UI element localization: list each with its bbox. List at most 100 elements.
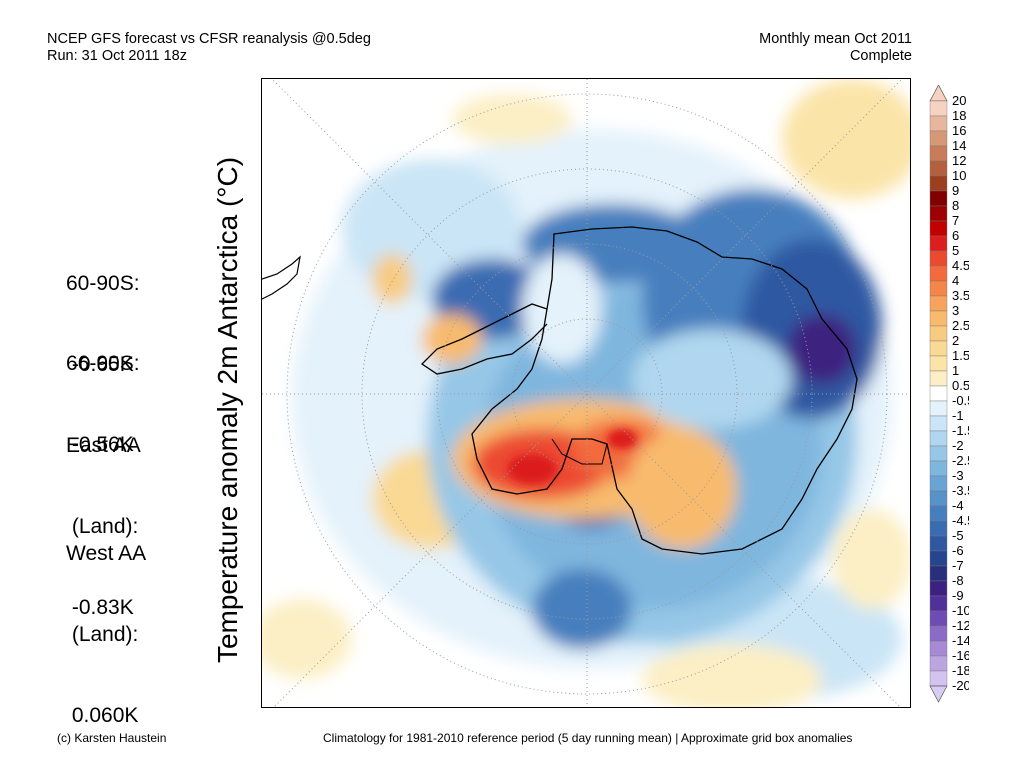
colorbar-swatch — [929, 475, 948, 492]
colorbar-tick-label: 2.5 — [952, 318, 969, 333]
colorbar-tick-label: -2.5 — [952, 453, 969, 468]
colorbar-swatch — [929, 325, 948, 342]
map-svg — [262, 79, 910, 707]
run-time: Run: 31 Oct 2011 18z — [47, 48, 187, 64]
colorbar-swatch — [929, 505, 948, 522]
colorbar-swatch — [929, 610, 948, 627]
colorbar-swatch — [929, 460, 948, 477]
colorbar-swatch — [929, 235, 948, 252]
colorbar-swatch — [929, 280, 948, 297]
colorbar-tick-label: 2 — [952, 333, 959, 348]
ross-ice-shelf-coastline — [551, 438, 608, 465]
colorbar-tick-label: 10 — [952, 168, 966, 183]
map-title: Temperature anomaly 2m Antarctica (°C) — [212, 156, 243, 664]
colorbar-tick-label: -7 — [952, 558, 964, 573]
colorbar-legend: 201816141210987654.543.532.521.510.5-0.5… — [929, 85, 969, 703]
colorbar-tick-label: -3 — [952, 468, 964, 483]
colorbar-tick-label: -3.5 — [952, 483, 969, 498]
colorbar-tick-label: 18 — [952, 108, 966, 123]
colorbar-tick-label: -16 — [952, 648, 969, 663]
colorbar-swatch — [929, 145, 948, 162]
stat-66-90s: 66-90S: -0.56K — [66, 296, 140, 485]
colorbar-tick-label: -4 — [952, 498, 964, 513]
colorbar-swatch — [929, 670, 948, 687]
colorbar-tick-label: 12 — [952, 153, 966, 168]
colorbar-swatch — [929, 445, 948, 462]
colorbar-tick-label: 9 — [952, 183, 959, 198]
colorbar-tick-label: 4.5 — [952, 258, 969, 273]
stat-label-2: (Land): — [66, 515, 139, 538]
colorbar-tick-label: -12 — [952, 618, 969, 633]
colorbar-swatch — [929, 340, 948, 357]
colorbar-swatch — [929, 385, 948, 402]
colorbar-tick-label: -18 — [952, 663, 969, 678]
colorbar-tick-label: -14 — [952, 633, 969, 648]
colorbar-swatch — [929, 250, 948, 267]
climatology-note: Climatology for 1981-2010 reference peri… — [323, 731, 853, 745]
stat-east-aa: East AA (Land): -0.83K — [66, 378, 141, 648]
colorbar-tick-label: -20 — [952, 678, 969, 693]
south-america-coastline — [262, 255, 301, 300]
stat-value: 0.060K — [66, 704, 139, 727]
stat-value: -0.56K — [66, 433, 134, 456]
stat-west-aa: West AA (Land): 0.060K — [66, 486, 146, 756]
colorbar-swatch — [929, 595, 948, 612]
colorbar-tick-label: -10 — [952, 603, 969, 618]
colorbar-swatch — [929, 190, 948, 207]
colorbar-swatch — [929, 655, 948, 672]
header-right: Monthly mean Oct 2011 Complete — [759, 31, 912, 65]
stat-value: -0.83K — [66, 596, 134, 619]
colorbar-tick-label: -0.5 — [952, 393, 969, 408]
colorbar-swatch — [929, 265, 948, 282]
colorbar-tick-label: 3 — [952, 303, 959, 318]
model-title: NCEP GFS forecast vs CFSR reanalysis @0.… — [47, 31, 371, 47]
copyright: (c) Karsten Haustein — [57, 731, 167, 745]
colorbar-swatch — [929, 430, 948, 447]
colorbar-swatch — [929, 535, 948, 552]
colorbar-swatch — [929, 160, 948, 177]
colorbar-swatch — [929, 520, 948, 537]
stat-label-2: (Land): — [66, 623, 139, 646]
colorbar-tick-label: -1 — [952, 408, 964, 423]
colorbar-tick-label: 1 — [952, 363, 959, 378]
colorbar-tick-label: -6 — [952, 543, 964, 558]
colorbar-tick-label: 1.5 — [952, 348, 969, 363]
colorbar-tick-label: 0.5 — [952, 378, 969, 393]
colorbar-swatch — [929, 130, 948, 147]
colorbar-tick-label: -4.5 — [952, 513, 969, 528]
colorbar-tick-label: 3.5 — [952, 288, 969, 303]
colorbar-tick-label: 4 — [952, 273, 959, 288]
colorbar-tick-label: -5 — [952, 528, 964, 543]
colorbar-swatch — [929, 205, 948, 222]
colorbar-swatch — [929, 565, 948, 582]
colorbar-swatch — [929, 175, 948, 192]
colorbar-swatch — [929, 115, 948, 132]
colorbar-tick-label: -2 — [952, 438, 964, 453]
colorbar-tick-label: 6 — [952, 228, 959, 243]
colorbar-tick-label: 14 — [952, 138, 966, 153]
colorbar-tick-label: -9 — [952, 588, 964, 603]
colorbar-swatch — [929, 220, 948, 237]
colorbar-swatch — [929, 580, 948, 597]
stat-label: West AA — [66, 542, 147, 565]
colorbar-tick-label: 5 — [952, 243, 959, 258]
stat-label: East AA — [66, 434, 141, 457]
colorbar-swatch — [929, 400, 948, 417]
colorbar-tick-label: -8 — [952, 573, 964, 588]
colorbar-swatch — [929, 100, 948, 117]
colorbar-tick-label: 8 — [952, 198, 959, 213]
stat-value: -0.65K — [66, 353, 134, 376]
colorbar-swatch — [929, 370, 948, 387]
stat-label: 60-90S: — [66, 272, 140, 295]
period-title: Monthly mean Oct 2011 — [759, 31, 912, 47]
colorbar-tick-label: 7 — [952, 213, 959, 228]
colorbar-swatch — [929, 640, 948, 657]
colorbar-tick-label: 16 — [952, 123, 966, 138]
colorbar-swatch — [929, 625, 948, 642]
antarctic-peninsula-coastline — [420, 303, 548, 375]
stat-60-90s: 60-90S: -0.65K — [66, 216, 140, 405]
colorbar-top-arrow — [929, 85, 948, 102]
graticule — [262, 79, 910, 707]
colorbar-swatch — [929, 295, 948, 312]
colorbar-swatch — [929, 355, 948, 372]
